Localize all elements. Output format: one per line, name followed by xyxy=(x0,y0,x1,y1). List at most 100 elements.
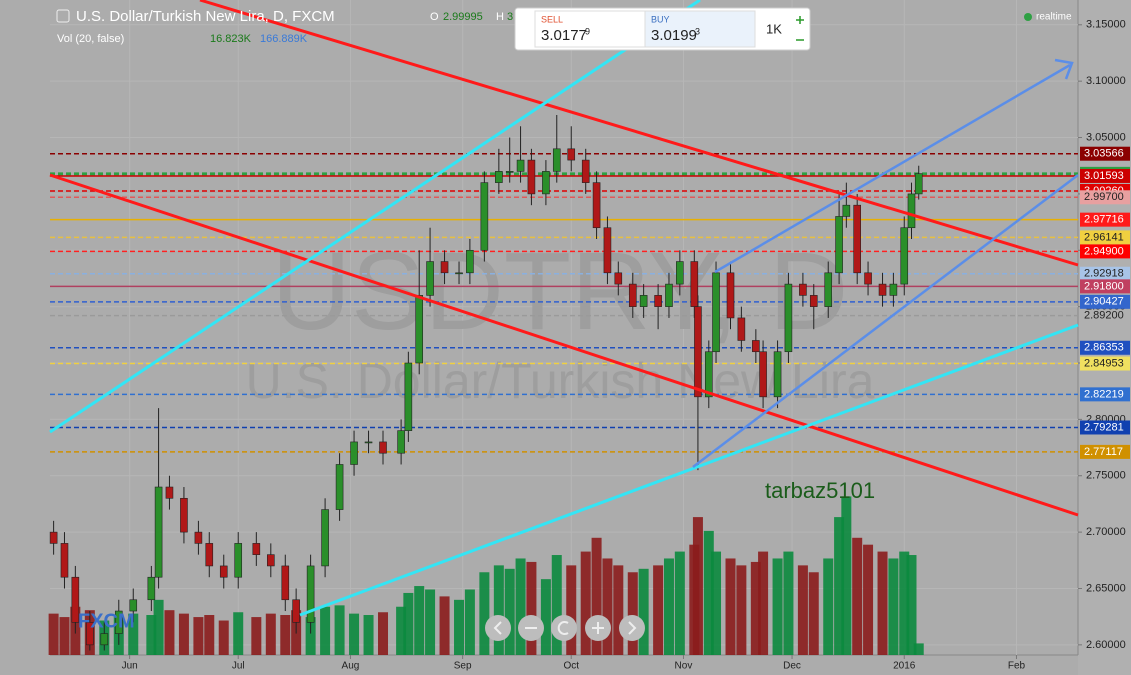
volume-bar xyxy=(540,579,551,655)
buy-label: BUY xyxy=(651,14,670,24)
candle-body xyxy=(281,565,290,601)
candle-body xyxy=(480,182,489,251)
nav-buttons xyxy=(485,615,645,641)
channel-line xyxy=(714,63,1071,274)
candle-body xyxy=(306,565,315,623)
price-label-bg xyxy=(1080,279,1130,294)
volume-bar xyxy=(758,551,769,655)
sell-price: 3.0177 xyxy=(541,27,587,44)
nav-button[interactable] xyxy=(551,615,577,641)
candle-body xyxy=(694,306,702,398)
price-label-bg xyxy=(1080,420,1130,435)
volume-bar xyxy=(653,565,664,655)
y-tick-label: 3.05000 xyxy=(1086,131,1126,143)
candle-body xyxy=(154,486,163,578)
volume-bar xyxy=(711,551,722,655)
volume-bar xyxy=(674,551,685,655)
volume-bar xyxy=(852,537,863,655)
volume-bar xyxy=(888,558,899,655)
candle-body xyxy=(614,272,623,285)
volume-bar xyxy=(526,561,537,655)
y-tick-label: 3.15000 xyxy=(1086,19,1126,31)
volume-average: 166.889K xyxy=(260,33,308,45)
sell-button[interactable] xyxy=(534,10,646,48)
candle-body xyxy=(799,283,807,296)
status-dot xyxy=(1024,13,1032,21)
volume-bar xyxy=(280,615,291,655)
nav-icon xyxy=(557,621,569,635)
volume-bar xyxy=(772,558,783,655)
sell-label: SELL xyxy=(541,14,563,24)
volume-bar xyxy=(750,561,761,655)
volume-bar xyxy=(913,643,924,655)
volume-bar xyxy=(305,617,316,655)
candle-body xyxy=(889,283,898,296)
candle-body xyxy=(267,554,275,567)
candle-body xyxy=(907,193,916,229)
candle-body xyxy=(49,531,58,544)
candle-body xyxy=(835,216,843,274)
nav-button[interactable] xyxy=(619,615,645,641)
candle-body xyxy=(100,633,109,646)
volume-bar xyxy=(425,589,436,655)
volume-bar xyxy=(439,596,450,655)
candle-body xyxy=(542,171,550,195)
candle-body xyxy=(147,576,156,601)
volume-bar xyxy=(638,568,649,655)
price-label: 3.01593 xyxy=(1084,170,1124,182)
volume-bar xyxy=(146,615,157,655)
candle-body xyxy=(426,261,434,296)
candle-body xyxy=(809,295,818,307)
volume-bar xyxy=(251,617,262,655)
volume-bar xyxy=(906,555,917,655)
ohlc-key: H xyxy=(496,11,504,23)
price-label: 2.82219 xyxy=(1084,388,1124,400)
candle-body xyxy=(654,295,662,307)
candle-body xyxy=(292,599,300,623)
buy-pip: 3 xyxy=(695,26,700,36)
volume-bar xyxy=(464,589,475,655)
candle-body xyxy=(603,227,612,274)
candle-body xyxy=(712,272,720,353)
candle-body xyxy=(114,610,123,634)
buy-button[interactable] xyxy=(644,10,756,48)
nav-button[interactable] xyxy=(485,615,511,641)
candle-body xyxy=(704,351,713,398)
volume-bar xyxy=(613,565,624,655)
size-stepper[interactable] xyxy=(796,16,804,41)
volume-bar xyxy=(566,565,577,655)
price-label-bg xyxy=(1080,356,1130,371)
x-tick-label: Feb xyxy=(1008,661,1026,672)
volume-bar xyxy=(504,568,515,655)
volume-bar xyxy=(396,606,407,655)
price-label-bg xyxy=(1080,168,1130,183)
price-label-bg xyxy=(1080,266,1130,281)
candle-body xyxy=(784,283,793,353)
volume-bar xyxy=(663,558,674,655)
candle-body xyxy=(495,171,503,183)
candle-body xyxy=(234,543,243,578)
x-tick-label: Aug xyxy=(342,661,360,672)
candle-body xyxy=(628,283,637,307)
trend-line xyxy=(299,323,1079,617)
candle-body xyxy=(752,340,760,353)
price-label: 3.03566 xyxy=(1084,148,1124,160)
volume-bar xyxy=(551,555,562,655)
y-tick-label: 2.70000 xyxy=(1086,526,1126,538)
volume-bar xyxy=(692,517,703,655)
volume-bar xyxy=(783,551,794,655)
trend-line xyxy=(199,0,1079,267)
volume-value: 16.823K xyxy=(210,33,252,45)
price-axis-area xyxy=(1078,0,1131,675)
volume-bar xyxy=(627,572,638,655)
candle-body xyxy=(252,543,261,555)
volume-bar xyxy=(580,551,591,655)
annotation: tarbaz5101 xyxy=(765,478,875,503)
watermark: USDTRY, D xyxy=(272,230,849,353)
candle-body xyxy=(86,622,94,646)
volume-bar xyxy=(363,615,374,655)
status: realtime xyxy=(1036,12,1072,23)
symbol-icon xyxy=(56,9,70,23)
